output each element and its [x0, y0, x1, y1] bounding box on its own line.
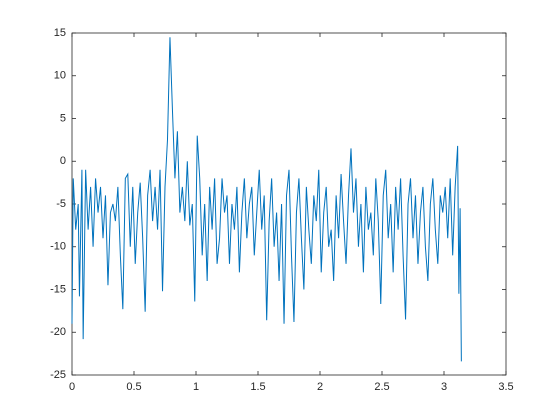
x-tick-label: 3 — [441, 381, 447, 393]
y-tick-label: -15 — [50, 283, 66, 295]
y-tick-label: 5 — [60, 112, 66, 124]
x-tick-label: 1.5 — [250, 381, 265, 393]
x-tick-label: 3.5 — [498, 381, 513, 393]
x-tick-label: 1 — [193, 381, 199, 393]
plot-frame — [71, 32, 507, 376]
y-tick-label: -25 — [50, 369, 66, 381]
y-tick-label: -20 — [50, 326, 66, 338]
x-tick-label: 0.5 — [126, 381, 141, 393]
data-line — [71, 37, 462, 362]
x-tick-label: 2.5 — [374, 381, 389, 393]
y-tick-label: 10 — [54, 70, 66, 82]
y-tick-label: 0 — [60, 155, 66, 167]
y-tick-label: 15 — [54, 27, 66, 39]
y-tick-label: -10 — [50, 241, 66, 253]
y-tick-label: -5 — [56, 198, 66, 210]
x-tick-label: 0 — [69, 381, 75, 393]
x-tick-label: 2 — [317, 381, 323, 393]
